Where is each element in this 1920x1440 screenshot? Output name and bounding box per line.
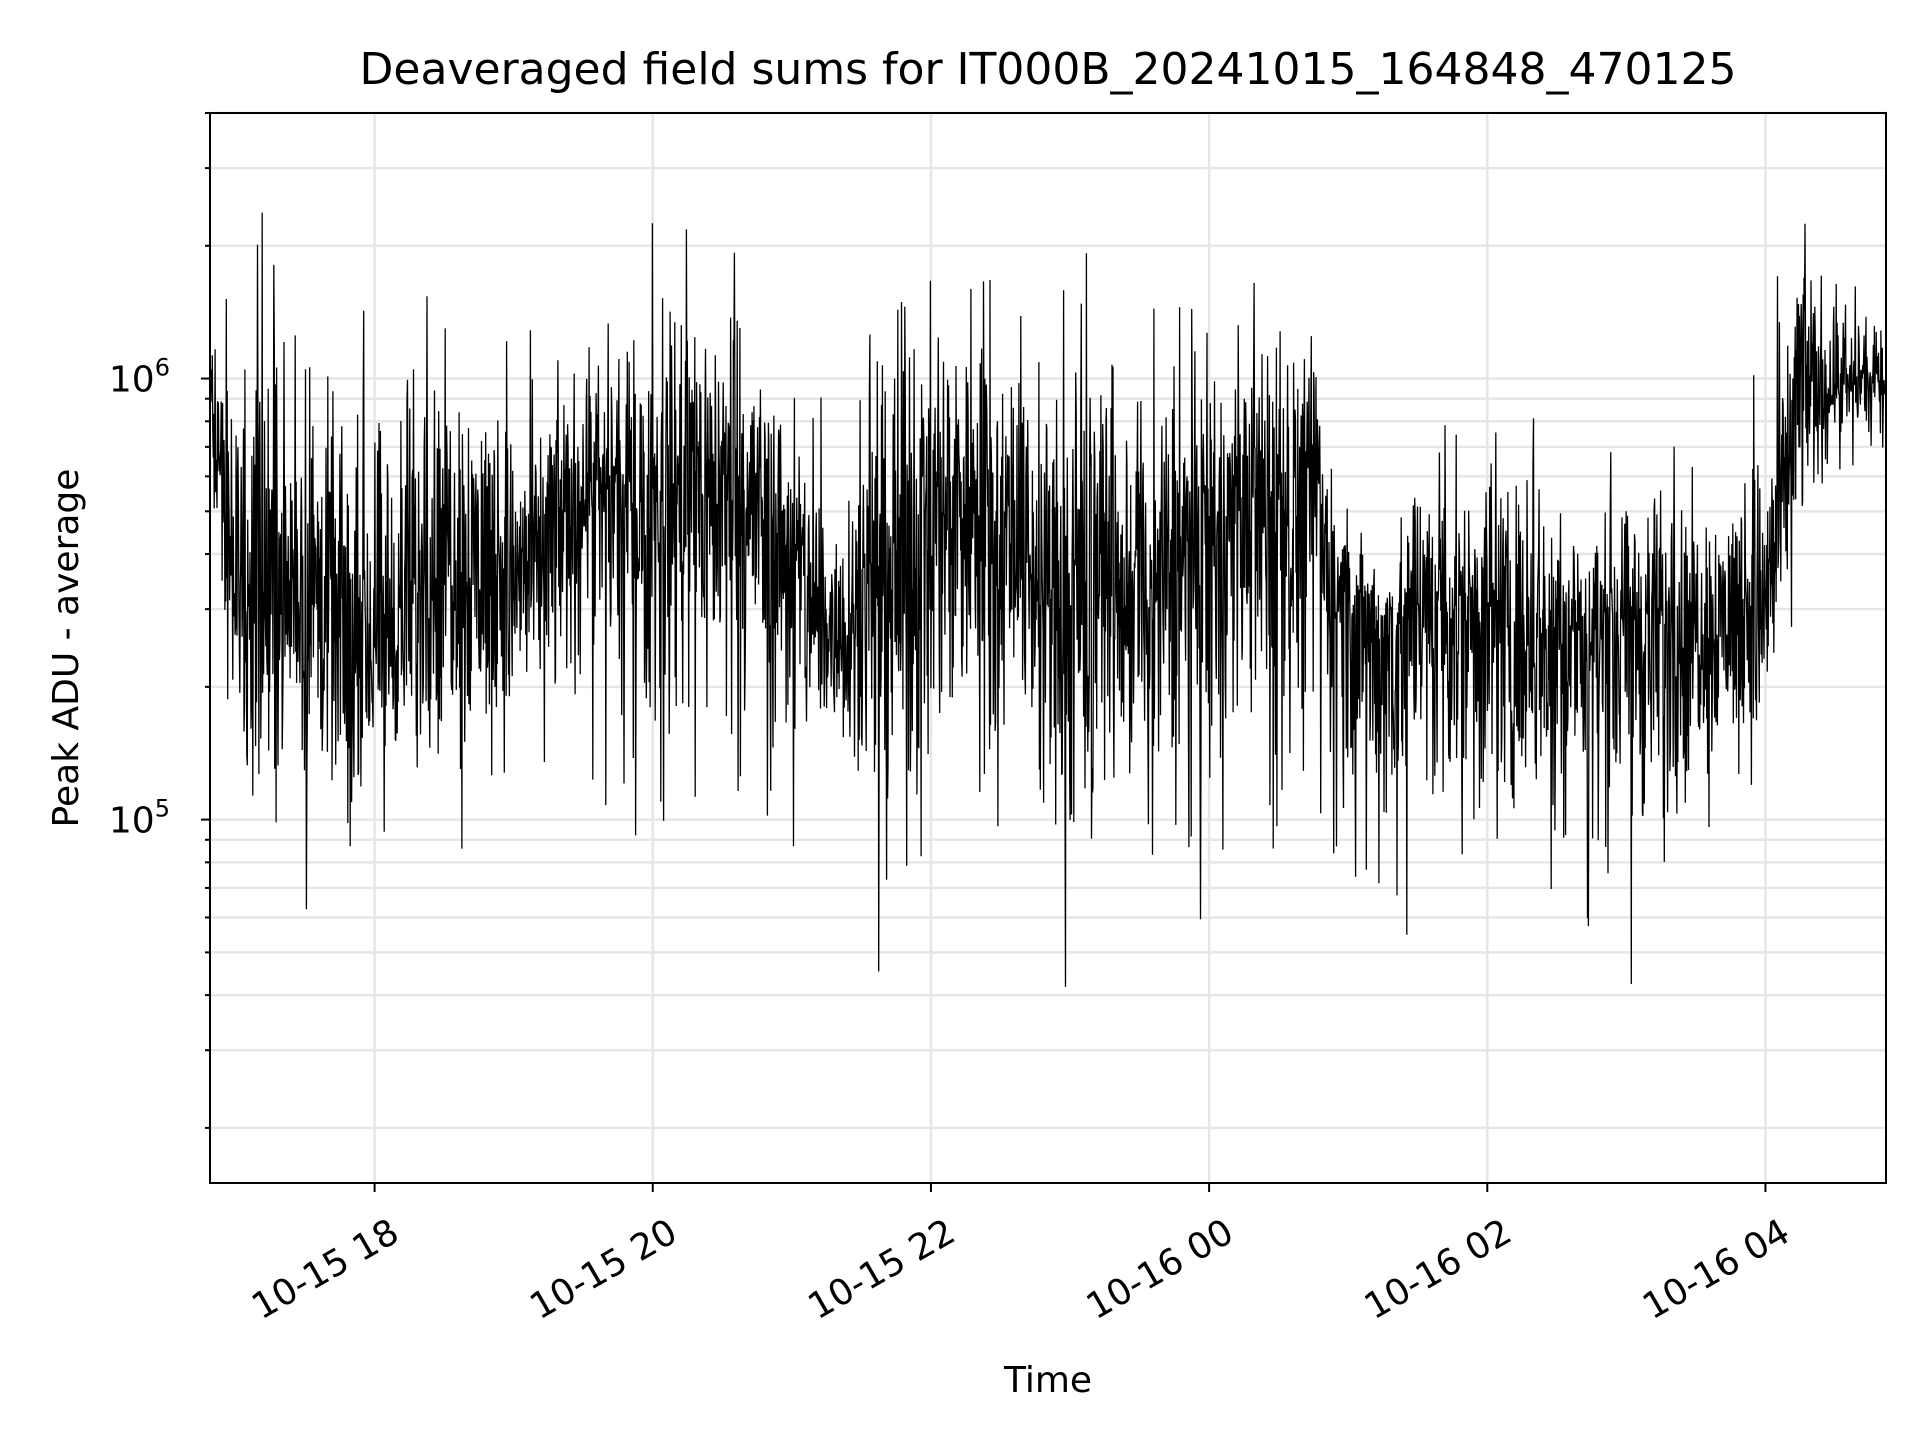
x-axis-label: Time xyxy=(1003,1360,1092,1401)
series-layer xyxy=(209,212,1887,987)
x-tick-label: 10-15 20 xyxy=(523,1211,684,1327)
x-tick-label: 10-15 22 xyxy=(802,1211,963,1327)
x-tick-label: 10-15 18 xyxy=(245,1211,406,1327)
chart-title: Deaveraged field sums for IT000B_2024101… xyxy=(360,44,1737,95)
y-axis-label: Peak ADU - average xyxy=(46,469,87,828)
series-line xyxy=(209,212,1887,987)
x-axis: 10-15 18 10-15 20 10-15 22 10-16 00 10-16 02… xyxy=(245,1183,1797,1328)
x-tick-label: 10-16 02 xyxy=(1358,1211,1519,1327)
y-tick-label: 106 xyxy=(109,354,170,401)
plot-frame xyxy=(209,112,1887,1184)
x-tick-label: 10-16 04 xyxy=(1636,1211,1797,1327)
x-tick-label: 10-16 00 xyxy=(1080,1211,1241,1327)
y-axis: 105 106 xyxy=(109,112,210,1129)
y-tick-label: 105 xyxy=(109,795,170,842)
